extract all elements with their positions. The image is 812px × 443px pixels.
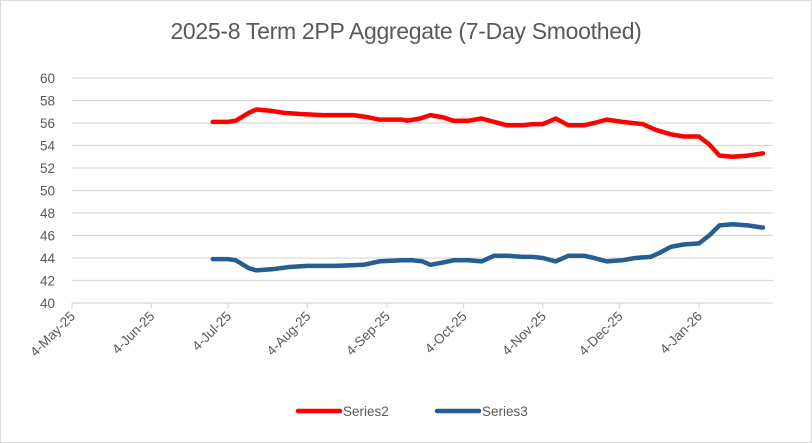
x-tick-label: 4-Oct-25	[422, 309, 470, 357]
legend-label-series2: Series2	[343, 404, 389, 419]
x-tick-label: 4-Aug-25	[264, 309, 314, 359]
x-tick-label: 4-Jun-25	[109, 309, 157, 357]
y-tick-label: 46	[40, 229, 55, 244]
y-tick-label: 50	[40, 184, 55, 199]
series-line-series2	[210, 107, 766, 160]
x-axis: 4-May-25 4-Jun-25 4-Jul-25 4-Aug-25 4-Sep-25…	[27, 303, 705, 359]
x-tick-label: 4-Nov-25	[499, 309, 549, 359]
chart-title: 2025-8 Term 2PP Aggregate (7-Day Smoothe…	[170, 18, 642, 44]
y-tick-label: 48	[40, 206, 55, 221]
x-tick-label: 4-Sep-25	[343, 309, 393, 359]
y-tick-label: 44	[40, 251, 56, 266]
x-tick-label: 4-Dec-25	[576, 309, 626, 359]
gridlines	[72, 77, 773, 304]
x-tick-label: 4-May-25	[27, 309, 78, 360]
y-tick-label: 56	[40, 116, 55, 131]
y-tick-label: 42	[40, 274, 55, 289]
y-tick-label: 52	[40, 161, 55, 176]
series-lines	[210, 107, 766, 273]
y-tick-label: 54	[40, 139, 56, 154]
y-tick-label: 58	[40, 94, 55, 109]
x-tick-label: 4-Jul-25	[189, 309, 234, 354]
y-tick-label: 60	[40, 71, 55, 86]
y-axis: 40 42 44 46 48 50 52 54 56 58 60	[40, 71, 56, 311]
x-tick-label: 4-Jan-26	[657, 309, 705, 357]
legend: Series2 Series3	[295, 404, 528, 419]
series-line-series3	[210, 222, 766, 273]
y-tick-label: 40	[40, 296, 55, 311]
legend-label-series3: Series3	[482, 404, 528, 419]
